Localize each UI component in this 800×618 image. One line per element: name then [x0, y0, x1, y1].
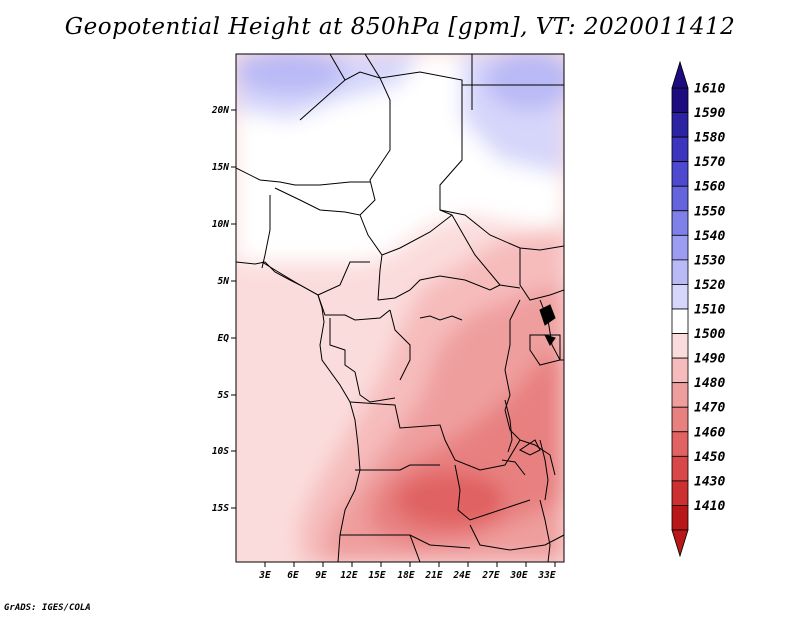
colorbar-label: 1470: [694, 401, 725, 416]
colorbar-top-triangle: [671, 60, 689, 89]
colorbar-label: 1480: [694, 376, 725, 391]
colorbar-label: 1540: [694, 229, 725, 244]
colorbar-label: 1520: [694, 278, 725, 293]
colorbar-cell: [671, 382, 689, 408]
lon-label: 18E: [397, 570, 414, 581]
colorbar-label: 1430: [694, 474, 725, 489]
lon-label: 9E: [315, 570, 327, 581]
grads-credit: GrADS: IGES/COLA: [4, 603, 91, 613]
map-frame: [235, 53, 565, 563]
colorbar-label: 1560: [694, 180, 725, 195]
lat-label: 15N: [212, 162, 229, 173]
colorbar-label: 1610: [694, 82, 725, 97]
colorbar-label: 1570: [694, 155, 725, 170]
lon-label: 30E: [509, 570, 527, 581]
lat-label: 20N: [211, 105, 229, 116]
longitude-axis: [264, 562, 556, 567]
lon-label: 27E: [481, 570, 499, 581]
colorbar-label: 1530: [694, 253, 725, 268]
colorbar-cell: [671, 87, 689, 113]
lon-label: 3E: [258, 570, 271, 581]
colorbar-cell: [671, 480, 689, 506]
country-borders: [236, 54, 564, 562]
colorbar-cell: [671, 505, 689, 531]
colorbar-label: 1450: [694, 450, 725, 465]
colorbar-label: 1500: [694, 327, 725, 342]
colorbar-label: 1510: [694, 303, 725, 318]
colorbar-cell: [671, 259, 689, 285]
colorbar-label: 1550: [694, 204, 725, 219]
colorbar-cell: [671, 455, 689, 482]
lat-label: 15S: [212, 503, 229, 514]
colorbar: 1610 1590 1580 1570 1560 1550 1540 1530 1520 1510…: [671, 60, 725, 558]
colorbar-bottom-triangle: [671, 529, 689, 558]
lon-label: 21E: [424, 570, 442, 581]
latitude-axis: [231, 109, 236, 509]
colorbar-label: 1580: [694, 131, 725, 146]
colorbar-cell: [671, 210, 689, 236]
lat-label: 5S: [218, 390, 230, 401]
lon-label: 6E: [287, 570, 299, 581]
colorbar-cell: [671, 431, 689, 457]
colorbar-cell: [671, 406, 689, 433]
colorbar-cell: [671, 136, 689, 163]
colorbar-label: 1590: [694, 106, 725, 121]
colorbar-cell: [671, 161, 689, 187]
colorbar-label: 1460: [694, 425, 725, 440]
colorbar-label: 1410: [694, 499, 725, 514]
colorbar-cell: [671, 185, 689, 212]
map-title: Geopotential Height at 850hPa [gpm], VT:…: [64, 14, 736, 40]
colorbar-cell: [671, 112, 689, 138]
lat-label: 10S: [212, 446, 229, 457]
height-field: [236, 54, 564, 562]
colorbar-cell: [671, 357, 689, 384]
colorbar-label: 1490: [694, 352, 725, 367]
lon-label: 15E: [368, 570, 385, 581]
lat-label: 5N: [218, 276, 230, 287]
colorbar-cell: [671, 333, 689, 359]
lon-label: 24E: [452, 570, 470, 581]
colorbar-cell: [671, 234, 689, 261]
colorbar-cell: [671, 284, 689, 310]
lon-label: 12E: [340, 570, 357, 581]
lat-label: 10N: [212, 219, 229, 230]
colorbar-cell: [671, 308, 689, 334]
lon-label: 33E: [537, 570, 555, 581]
lat-label: EQ: [218, 333, 230, 344]
